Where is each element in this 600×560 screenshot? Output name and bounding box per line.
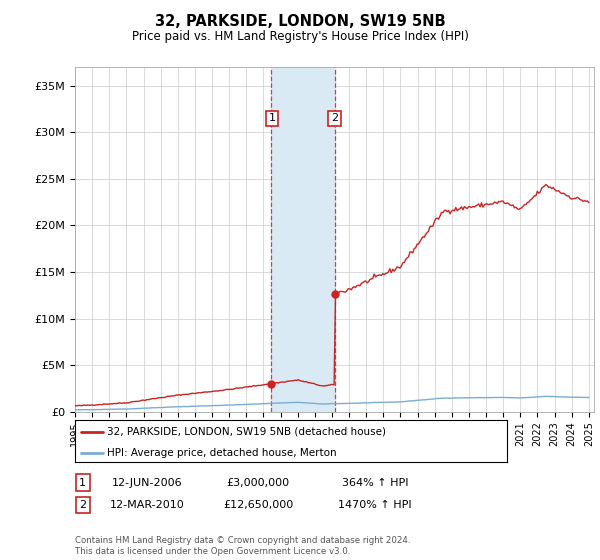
Text: 364% ↑ HPI: 364% ↑ HPI (342, 478, 408, 488)
Text: 12-JUN-2006: 12-JUN-2006 (112, 478, 182, 488)
Text: 2: 2 (79, 500, 86, 510)
Text: 1: 1 (79, 478, 86, 488)
Text: 32, PARKSIDE, LONDON, SW19 5NB: 32, PARKSIDE, LONDON, SW19 5NB (155, 14, 445, 29)
Text: 32, PARKSIDE, LONDON, SW19 5NB (detached house): 32, PARKSIDE, LONDON, SW19 5NB (detached… (107, 427, 386, 437)
Text: HPI: Average price, detached house, Merton: HPI: Average price, detached house, Mert… (107, 448, 337, 458)
Text: 12-MAR-2010: 12-MAR-2010 (110, 500, 184, 510)
Text: 1: 1 (268, 113, 275, 123)
Text: 2: 2 (331, 113, 338, 123)
Text: Contains HM Land Registry data © Crown copyright and database right 2024.
This d: Contains HM Land Registry data © Crown c… (75, 536, 410, 556)
Text: 1470% ↑ HPI: 1470% ↑ HPI (338, 500, 412, 510)
Text: £12,650,000: £12,650,000 (223, 500, 293, 510)
Bar (271, 67, 335, 412)
Text: £3,000,000: £3,000,000 (226, 478, 290, 488)
Text: Price paid vs. HM Land Registry's House Price Index (HPI): Price paid vs. HM Land Registry's House … (131, 30, 469, 43)
